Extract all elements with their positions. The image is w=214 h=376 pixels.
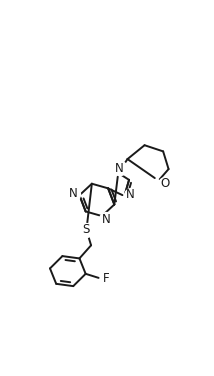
Text: N: N — [69, 187, 78, 200]
Text: O: O — [160, 177, 169, 190]
Text: F: F — [103, 272, 110, 285]
Text: N: N — [101, 213, 110, 226]
Text: N: N — [115, 162, 124, 175]
Text: S: S — [83, 223, 90, 237]
Text: N: N — [126, 188, 135, 201]
